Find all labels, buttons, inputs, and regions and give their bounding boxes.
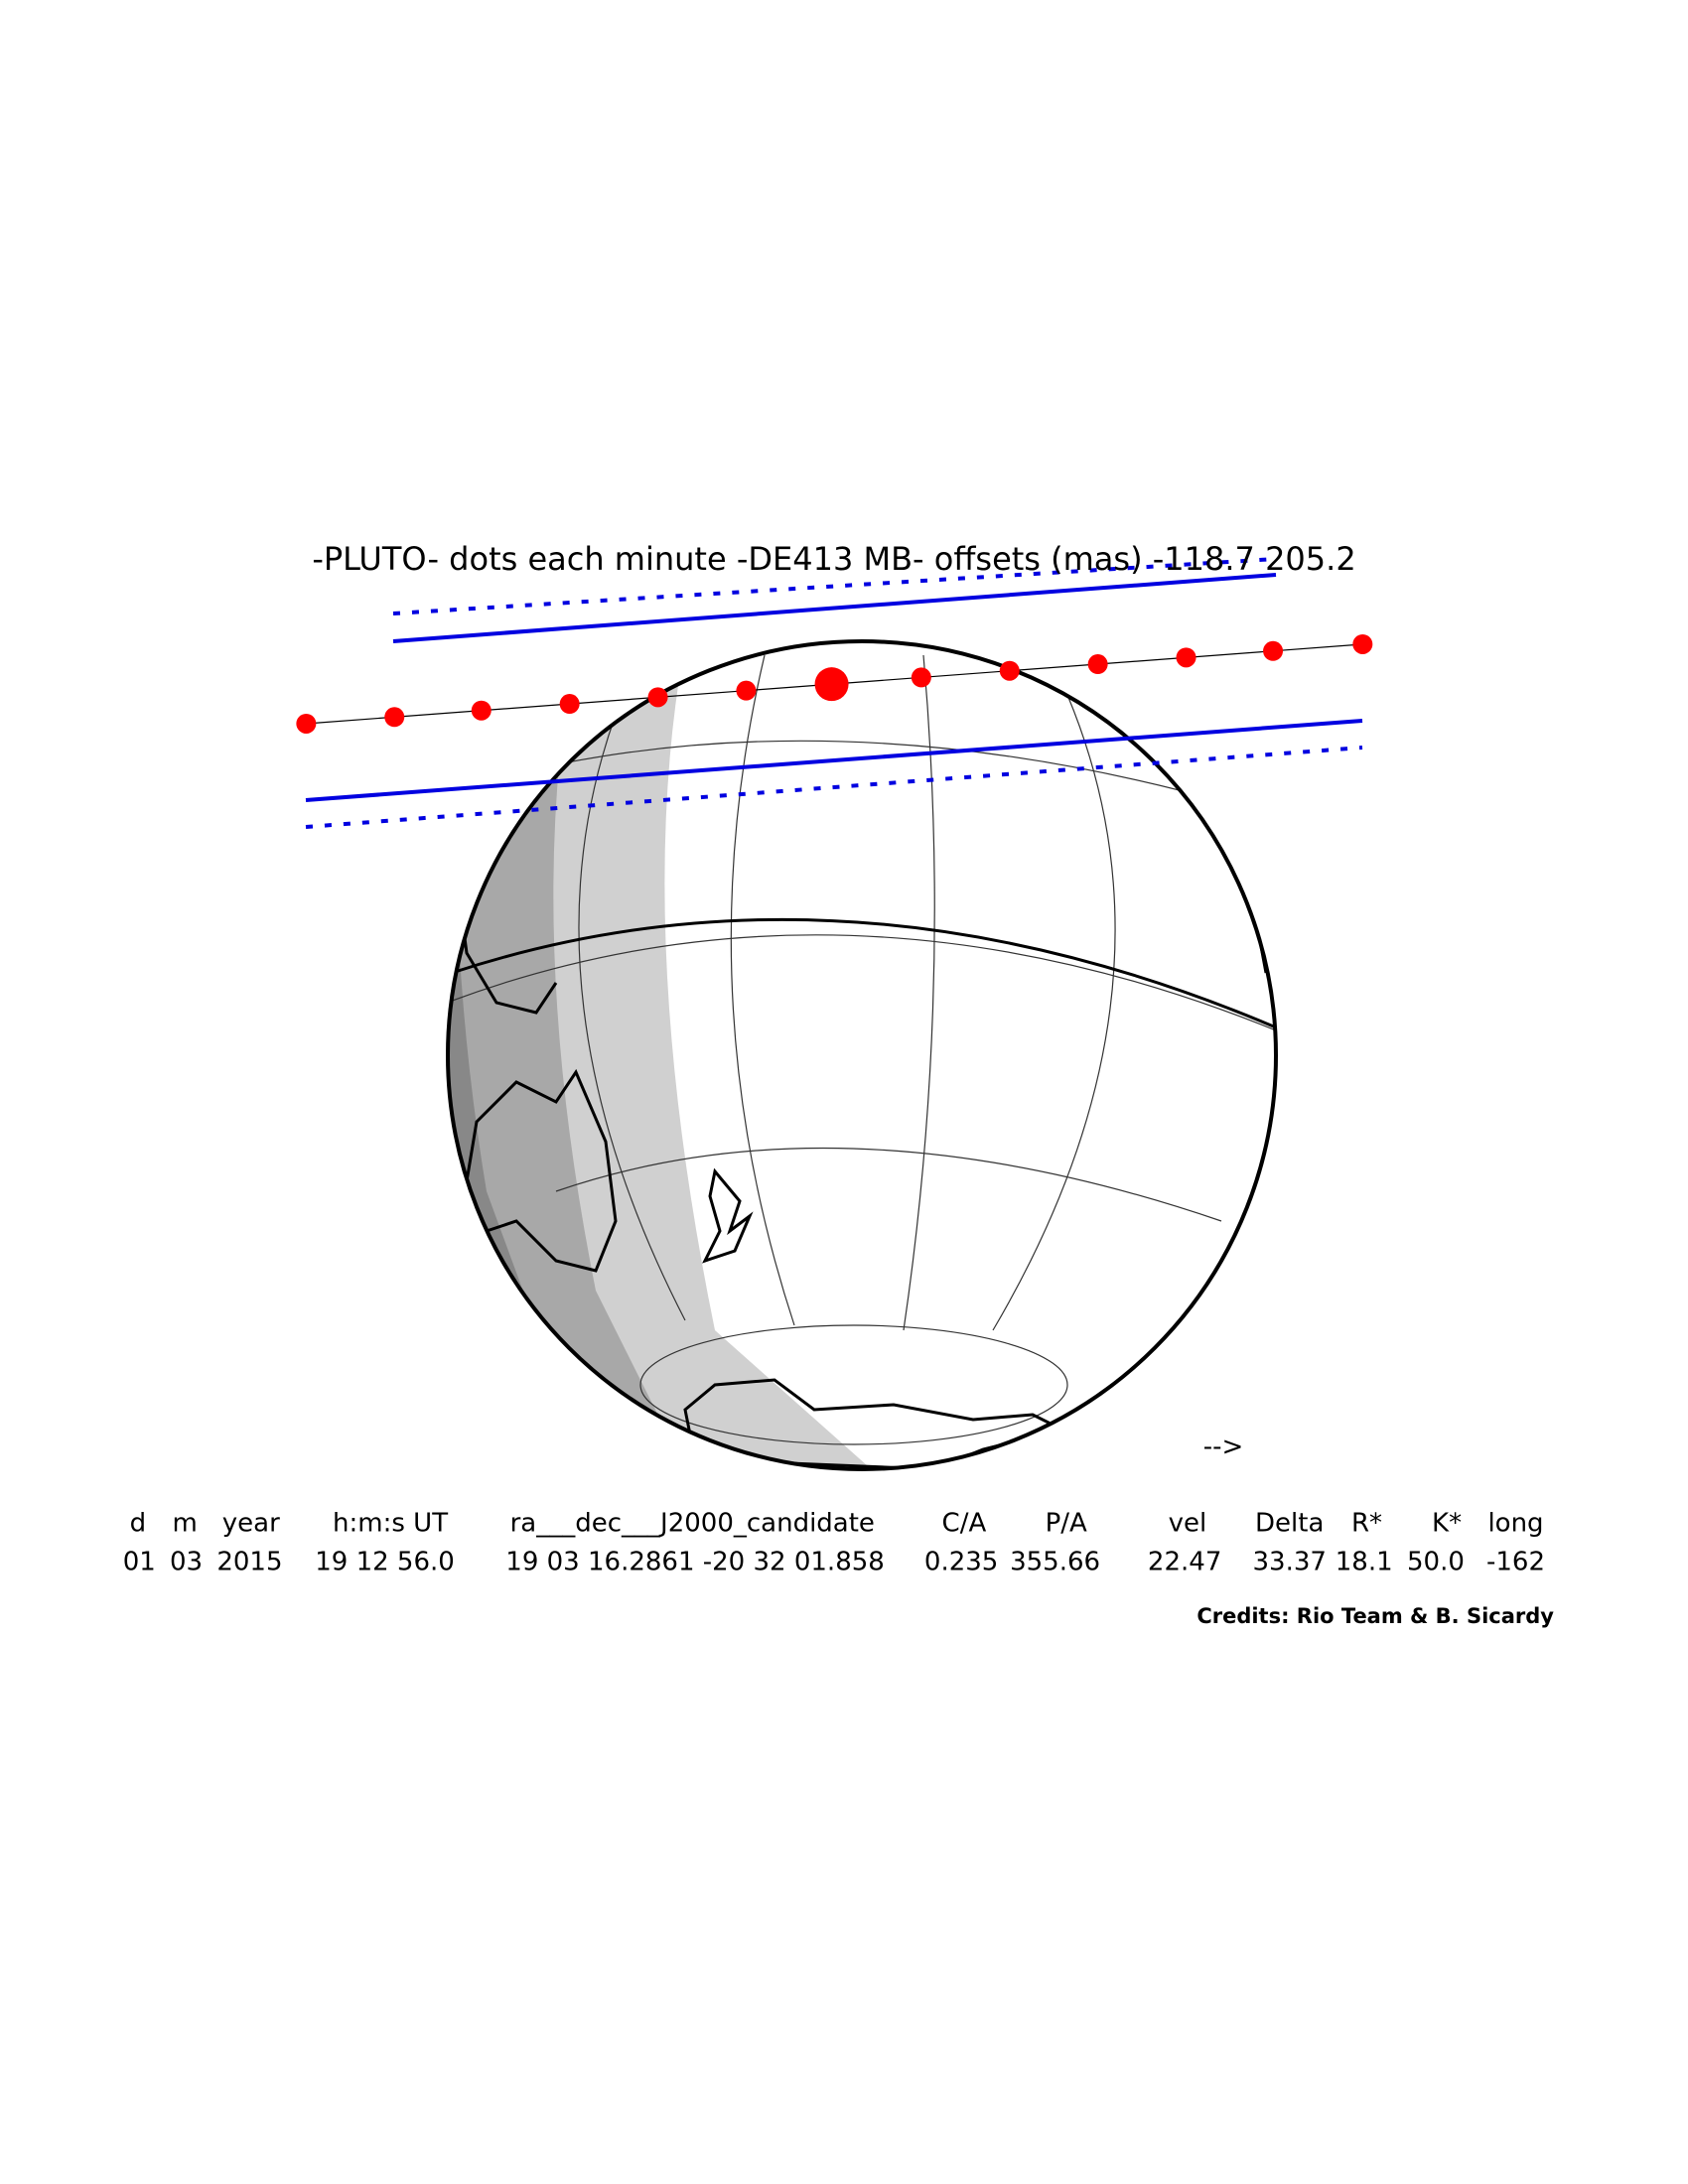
latitude-line xyxy=(510,740,1232,805)
globe xyxy=(446,639,1278,1471)
new-zealand-coast xyxy=(702,1167,754,1264)
table-header: long xyxy=(1487,1509,1543,1539)
table-header: year xyxy=(222,1509,280,1539)
latitude-line xyxy=(639,1324,1068,1445)
table-header: Delta xyxy=(1255,1509,1324,1539)
shadow-limit-dotted xyxy=(392,557,1277,615)
table-value: 355.66 xyxy=(1010,1548,1100,1577)
meridian xyxy=(578,714,686,1321)
shadow-path xyxy=(296,557,1373,829)
table-value: 19 12 56.0 xyxy=(315,1548,455,1577)
table-value: 33.37 xyxy=(1252,1548,1326,1577)
minute-dots xyxy=(296,633,1373,734)
minute-dot xyxy=(911,667,931,688)
direction-arrow: --> xyxy=(1203,1433,1244,1462)
title: -PLUTO- dots each minute -DE413 MB- offs… xyxy=(312,540,1355,578)
table-value: 18.1 xyxy=(1336,1548,1393,1577)
minute-dot xyxy=(559,694,580,715)
table-header: vel xyxy=(1169,1509,1207,1539)
table: d 01 m 03 year 2015 h:m:s UT 19 12 56.0 ra___dec… xyxy=(123,1509,1545,1577)
table-value: 2015 xyxy=(216,1548,282,1577)
minute-dot xyxy=(1176,647,1196,668)
meridian xyxy=(903,654,935,1331)
minute-dot xyxy=(471,700,492,721)
table-value: 01 xyxy=(123,1548,156,1577)
table-header: d xyxy=(130,1509,147,1539)
latitude-line xyxy=(555,1147,1222,1222)
table-value: 22.47 xyxy=(1148,1548,1221,1577)
minute-dot xyxy=(296,713,317,734)
table-header: K* xyxy=(1432,1509,1462,1539)
shadow-limit xyxy=(305,719,1363,802)
equator xyxy=(451,917,1276,1029)
table-header: h:m:s UT xyxy=(333,1509,448,1539)
meridian xyxy=(992,694,1116,1331)
minute-dot xyxy=(1263,640,1284,661)
credits: Credits: Rio Team & B. Sicardy xyxy=(1196,1604,1554,1628)
minute-dot xyxy=(736,680,757,701)
minute-dot xyxy=(1352,633,1373,654)
table-value: -162 xyxy=(1486,1548,1545,1577)
table-header: m xyxy=(172,1509,197,1539)
minute-dot xyxy=(647,687,668,708)
table-header: C/A xyxy=(942,1509,987,1539)
minute-dot xyxy=(999,660,1020,681)
minute-dot xyxy=(1087,654,1108,675)
table-value: 0.235 xyxy=(924,1548,998,1577)
table-header: R* xyxy=(1351,1509,1382,1539)
closest-approach-dot xyxy=(814,667,849,702)
table-value: 19 03 16.2861 -20 32 01.858 xyxy=(505,1548,885,1577)
table-value: 50.0 xyxy=(1407,1548,1465,1577)
minute-dot xyxy=(384,707,405,728)
shadow-limit-dotted xyxy=(305,746,1363,829)
table-value: 03 xyxy=(170,1548,203,1577)
latitude-line xyxy=(448,934,1276,1033)
table-header: P/A xyxy=(1046,1509,1087,1539)
shadow-limit xyxy=(392,573,1277,643)
table-header: ra___dec___J2000_candidate xyxy=(510,1509,875,1539)
meridian xyxy=(730,654,795,1326)
